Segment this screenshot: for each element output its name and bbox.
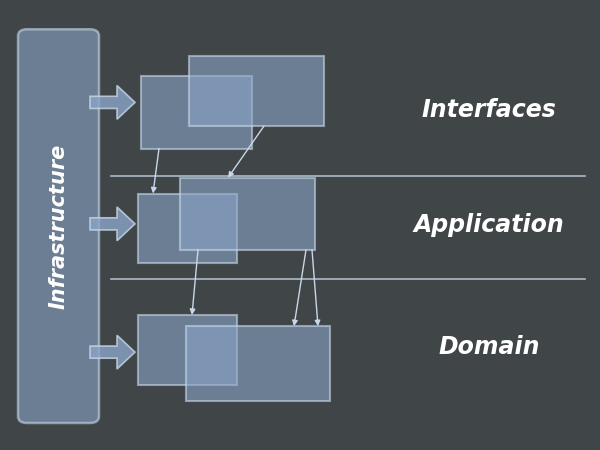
Text: Infrastructure: Infrastructure <box>49 144 68 309</box>
Text: Application: Application <box>413 213 565 237</box>
FancyBboxPatch shape <box>180 178 315 250</box>
FancyBboxPatch shape <box>138 194 237 263</box>
Polygon shape <box>90 207 135 241</box>
Polygon shape <box>90 335 135 369</box>
FancyBboxPatch shape <box>18 29 99 423</box>
Text: Domain: Domain <box>438 334 540 359</box>
Text: Interfaces: Interfaces <box>422 98 556 122</box>
FancyBboxPatch shape <box>189 56 324 126</box>
Polygon shape <box>90 86 135 119</box>
FancyBboxPatch shape <box>138 315 237 385</box>
FancyBboxPatch shape <box>141 76 252 148</box>
FancyBboxPatch shape <box>186 326 330 400</box>
